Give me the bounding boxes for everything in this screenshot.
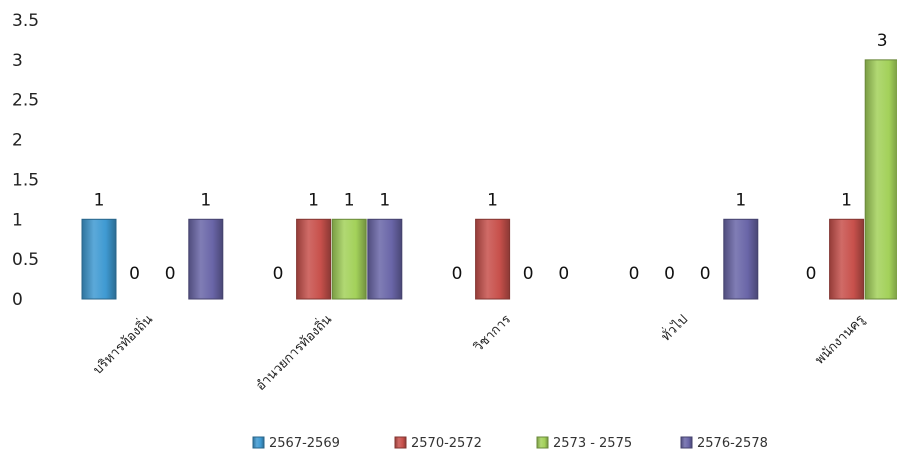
legend-label: 2570-2572 [411, 436, 482, 451]
y-tick-label: 2 [12, 131, 23, 151]
x-axis: บริหารท้องถิ่น อำนวยการท้องถิ่น วิชาการ ทั่… [89, 311, 868, 394]
category-label: ทั่วไป [657, 311, 691, 345]
data-label: 1 [200, 190, 211, 210]
y-tick-label: 1 [12, 210, 23, 230]
bar [723, 218, 759, 300]
legend-swatch [680, 436, 693, 449]
data-label: 0 [806, 264, 817, 284]
data-label: 0 [664, 264, 675, 284]
legend-label: 2567-2569 [269, 436, 340, 451]
y-tick-label: 2.5 [12, 91, 39, 111]
y-tick-label: 0.5 [12, 250, 39, 270]
bar [331, 218, 367, 300]
data-label: 0 [129, 264, 140, 284]
bar [188, 218, 224, 300]
bar [829, 218, 865, 300]
category-label: บริหารท้องถิ่น [89, 311, 156, 378]
bar [475, 218, 511, 300]
data-label: 0 [523, 264, 534, 284]
category-label: อำนวยการท้องถิ่น [252, 311, 335, 394]
legend-label: 2573 - 2575 [553, 436, 632, 451]
data-label: 0 [165, 264, 176, 284]
bar [296, 218, 332, 300]
data-label: 1 [308, 190, 319, 210]
legend-swatch [252, 436, 265, 449]
data-label: 3 [877, 31, 888, 51]
y-axis: 0 0.5 1 1.5 2 2.5 3 3.5 [12, 11, 39, 310]
data-labels: 10010111010000010130 [94, 31, 888, 284]
category-label: พนักงานครู [812, 312, 868, 368]
legend-swatch [394, 436, 407, 449]
category-label: วิชาการ [471, 312, 514, 355]
legend: 2567-2569 2570-2572 2573 - 2575 2576-2578 [252, 436, 768, 451]
data-label: 0 [273, 264, 284, 284]
bars [81, 59, 897, 300]
data-label: 0 [700, 264, 711, 284]
bar [864, 59, 897, 300]
legend-swatch [536, 436, 549, 449]
y-tick-label: 1.5 [12, 170, 39, 190]
data-label: 1 [379, 190, 390, 210]
bar [81, 218, 117, 300]
data-label: 1 [94, 190, 105, 210]
data-label: 1 [735, 190, 746, 210]
data-label: 1 [487, 190, 498, 210]
bar [367, 218, 403, 300]
data-label: 1 [841, 190, 852, 210]
y-tick-label: 0 [12, 290, 23, 310]
data-label: 0 [558, 264, 569, 284]
data-label: 0 [452, 264, 463, 284]
data-label: 1 [344, 190, 355, 210]
data-label: 0 [629, 264, 640, 284]
y-tick-label: 3 [12, 51, 23, 71]
y-tick-label: 3.5 [12, 11, 39, 31]
legend-label: 2576-2578 [697, 436, 768, 451]
